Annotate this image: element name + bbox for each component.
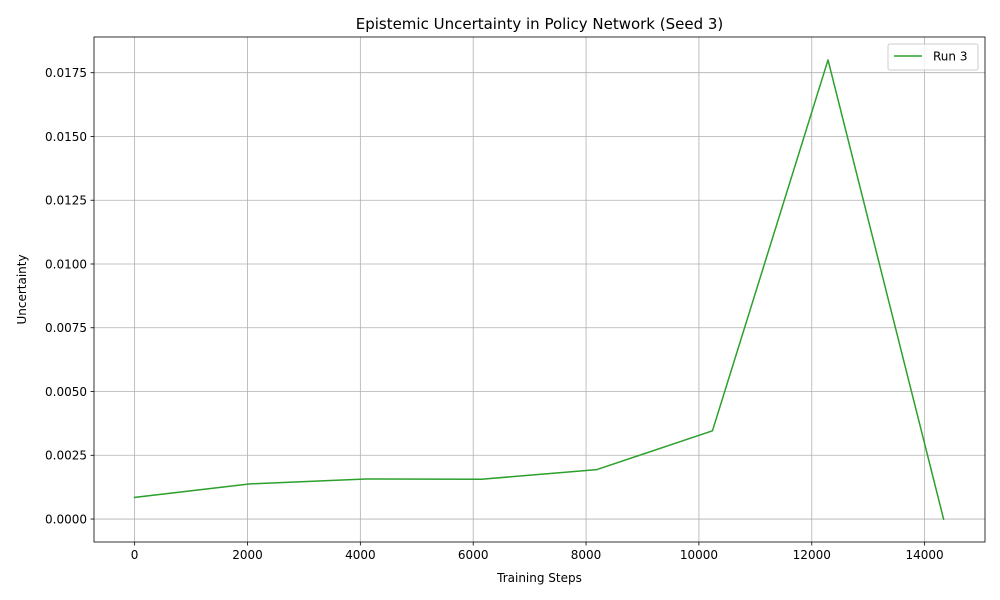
- grid: [94, 37, 985, 542]
- y-tick-label: 0.0175: [45, 66, 87, 80]
- y-tick-label: 0.0150: [45, 130, 87, 144]
- x-tick-label: 14000: [906, 548, 944, 562]
- y-tick-label: 0.0000: [45, 512, 87, 526]
- x-tick-label: 8000: [571, 548, 602, 562]
- x-tick-label: 2000: [232, 548, 263, 562]
- y-tick-label: 0.0100: [45, 257, 87, 271]
- series-layer: [133, 59, 945, 520]
- legend-box: [887, 43, 979, 71]
- x-tick-label: 12000: [793, 548, 831, 562]
- y-tick-label: 0.0050: [45, 385, 87, 399]
- x-axis-label: Training Steps: [496, 571, 582, 585]
- y-tick-label: 0.0025: [45, 449, 87, 463]
- plot-frame: [93, 36, 986, 543]
- y-tick-label: 0.0125: [45, 194, 87, 208]
- x-tick-label: 4000: [345, 548, 376, 562]
- axis-ticks: 0 2000 4000 6000 8000 10000 12000 14000 0.0000 0.…: [45, 66, 944, 562]
- chart-title: Epistemic Uncertainty in Policy Network …: [356, 15, 724, 33]
- y-axis-label: Uncertainty: [15, 254, 29, 324]
- y-tick-label: 0.0075: [45, 321, 87, 335]
- x-tick-label: 6000: [458, 548, 489, 562]
- x-tick-label: 10000: [680, 548, 718, 562]
- series-line-run-3: [133, 59, 945, 520]
- x-tick-label: 0: [131, 548, 139, 562]
- legend: Run 3: [887, 43, 979, 71]
- legend-label-run-3: Run 3: [933, 50, 967, 64]
